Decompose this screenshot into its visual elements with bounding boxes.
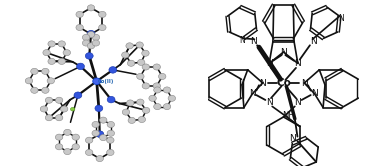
Ellipse shape [77, 63, 84, 70]
Ellipse shape [95, 105, 103, 112]
Ellipse shape [107, 130, 115, 136]
Ellipse shape [42, 68, 49, 74]
Text: N: N [311, 89, 318, 98]
Ellipse shape [85, 149, 93, 156]
Ellipse shape [82, 40, 90, 46]
Ellipse shape [163, 104, 171, 110]
Text: Co: Co [276, 78, 291, 88]
Ellipse shape [153, 64, 161, 70]
Ellipse shape [74, 92, 82, 98]
Ellipse shape [107, 137, 114, 143]
Ellipse shape [72, 134, 79, 140]
Ellipse shape [31, 87, 38, 93]
Ellipse shape [47, 78, 54, 84]
Ellipse shape [82, 34, 90, 40]
Ellipse shape [126, 43, 133, 49]
Text: N: N [239, 36, 245, 45]
Ellipse shape [127, 100, 134, 106]
Ellipse shape [87, 5, 95, 11]
Ellipse shape [63, 50, 70, 56]
Ellipse shape [60, 106, 68, 112]
Ellipse shape [43, 50, 50, 56]
Ellipse shape [153, 83, 161, 89]
Text: N: N [290, 134, 296, 143]
Ellipse shape [107, 149, 114, 156]
Ellipse shape [154, 104, 161, 110]
Ellipse shape [31, 68, 38, 74]
Ellipse shape [56, 97, 63, 103]
Text: Co(II): Co(II) [98, 79, 115, 84]
Text: N: N [266, 59, 273, 68]
Ellipse shape [64, 129, 71, 135]
Text: N: N [259, 79, 266, 87]
Ellipse shape [58, 58, 65, 64]
Ellipse shape [87, 30, 95, 37]
Ellipse shape [107, 96, 115, 103]
Ellipse shape [58, 41, 65, 47]
Ellipse shape [128, 117, 135, 124]
Ellipse shape [142, 64, 150, 70]
Ellipse shape [122, 52, 129, 58]
Ellipse shape [154, 87, 161, 93]
Ellipse shape [72, 144, 79, 150]
Ellipse shape [96, 131, 104, 137]
Ellipse shape [99, 24, 106, 31]
Ellipse shape [107, 122, 115, 127]
Ellipse shape [127, 60, 135, 66]
Ellipse shape [92, 122, 99, 127]
Ellipse shape [76, 24, 84, 31]
Ellipse shape [48, 41, 55, 47]
Ellipse shape [158, 73, 166, 80]
Ellipse shape [92, 130, 99, 136]
Ellipse shape [76, 11, 84, 17]
Ellipse shape [168, 95, 175, 101]
Text: N: N [249, 89, 256, 98]
Ellipse shape [136, 42, 143, 48]
Text: N: N [338, 14, 344, 23]
Ellipse shape [136, 99, 144, 105]
Ellipse shape [92, 40, 100, 46]
Ellipse shape [163, 87, 171, 93]
Ellipse shape [138, 116, 146, 123]
Text: NH: NH [282, 111, 294, 120]
Ellipse shape [87, 31, 95, 37]
Ellipse shape [138, 59, 145, 65]
Text: N: N [301, 79, 308, 87]
Ellipse shape [109, 67, 117, 73]
Ellipse shape [92, 34, 100, 40]
Ellipse shape [40, 106, 48, 112]
Ellipse shape [70, 107, 75, 111]
Text: N: N [250, 37, 257, 46]
Ellipse shape [85, 137, 93, 143]
Ellipse shape [93, 78, 101, 84]
Ellipse shape [42, 87, 49, 93]
Ellipse shape [99, 11, 106, 17]
Ellipse shape [137, 73, 144, 80]
Ellipse shape [64, 149, 71, 155]
Ellipse shape [25, 78, 33, 84]
Ellipse shape [48, 58, 55, 64]
Ellipse shape [87, 43, 95, 49]
Text: N: N [280, 48, 287, 57]
Text: N: N [310, 37, 317, 46]
Ellipse shape [96, 156, 104, 162]
Ellipse shape [45, 97, 53, 103]
Ellipse shape [56, 144, 63, 150]
Ellipse shape [143, 107, 150, 113]
Ellipse shape [142, 50, 149, 56]
Ellipse shape [56, 115, 63, 121]
Ellipse shape [45, 115, 53, 121]
Ellipse shape [142, 83, 150, 89]
Ellipse shape [99, 135, 107, 141]
Ellipse shape [122, 109, 130, 115]
Text: N: N [294, 59, 301, 68]
Ellipse shape [96, 131, 104, 137]
Ellipse shape [85, 53, 93, 59]
Ellipse shape [99, 117, 107, 123]
Ellipse shape [149, 95, 156, 101]
Ellipse shape [87, 31, 95, 38]
Text: N: N [294, 98, 301, 107]
Text: N: N [266, 98, 273, 107]
Ellipse shape [56, 134, 63, 140]
